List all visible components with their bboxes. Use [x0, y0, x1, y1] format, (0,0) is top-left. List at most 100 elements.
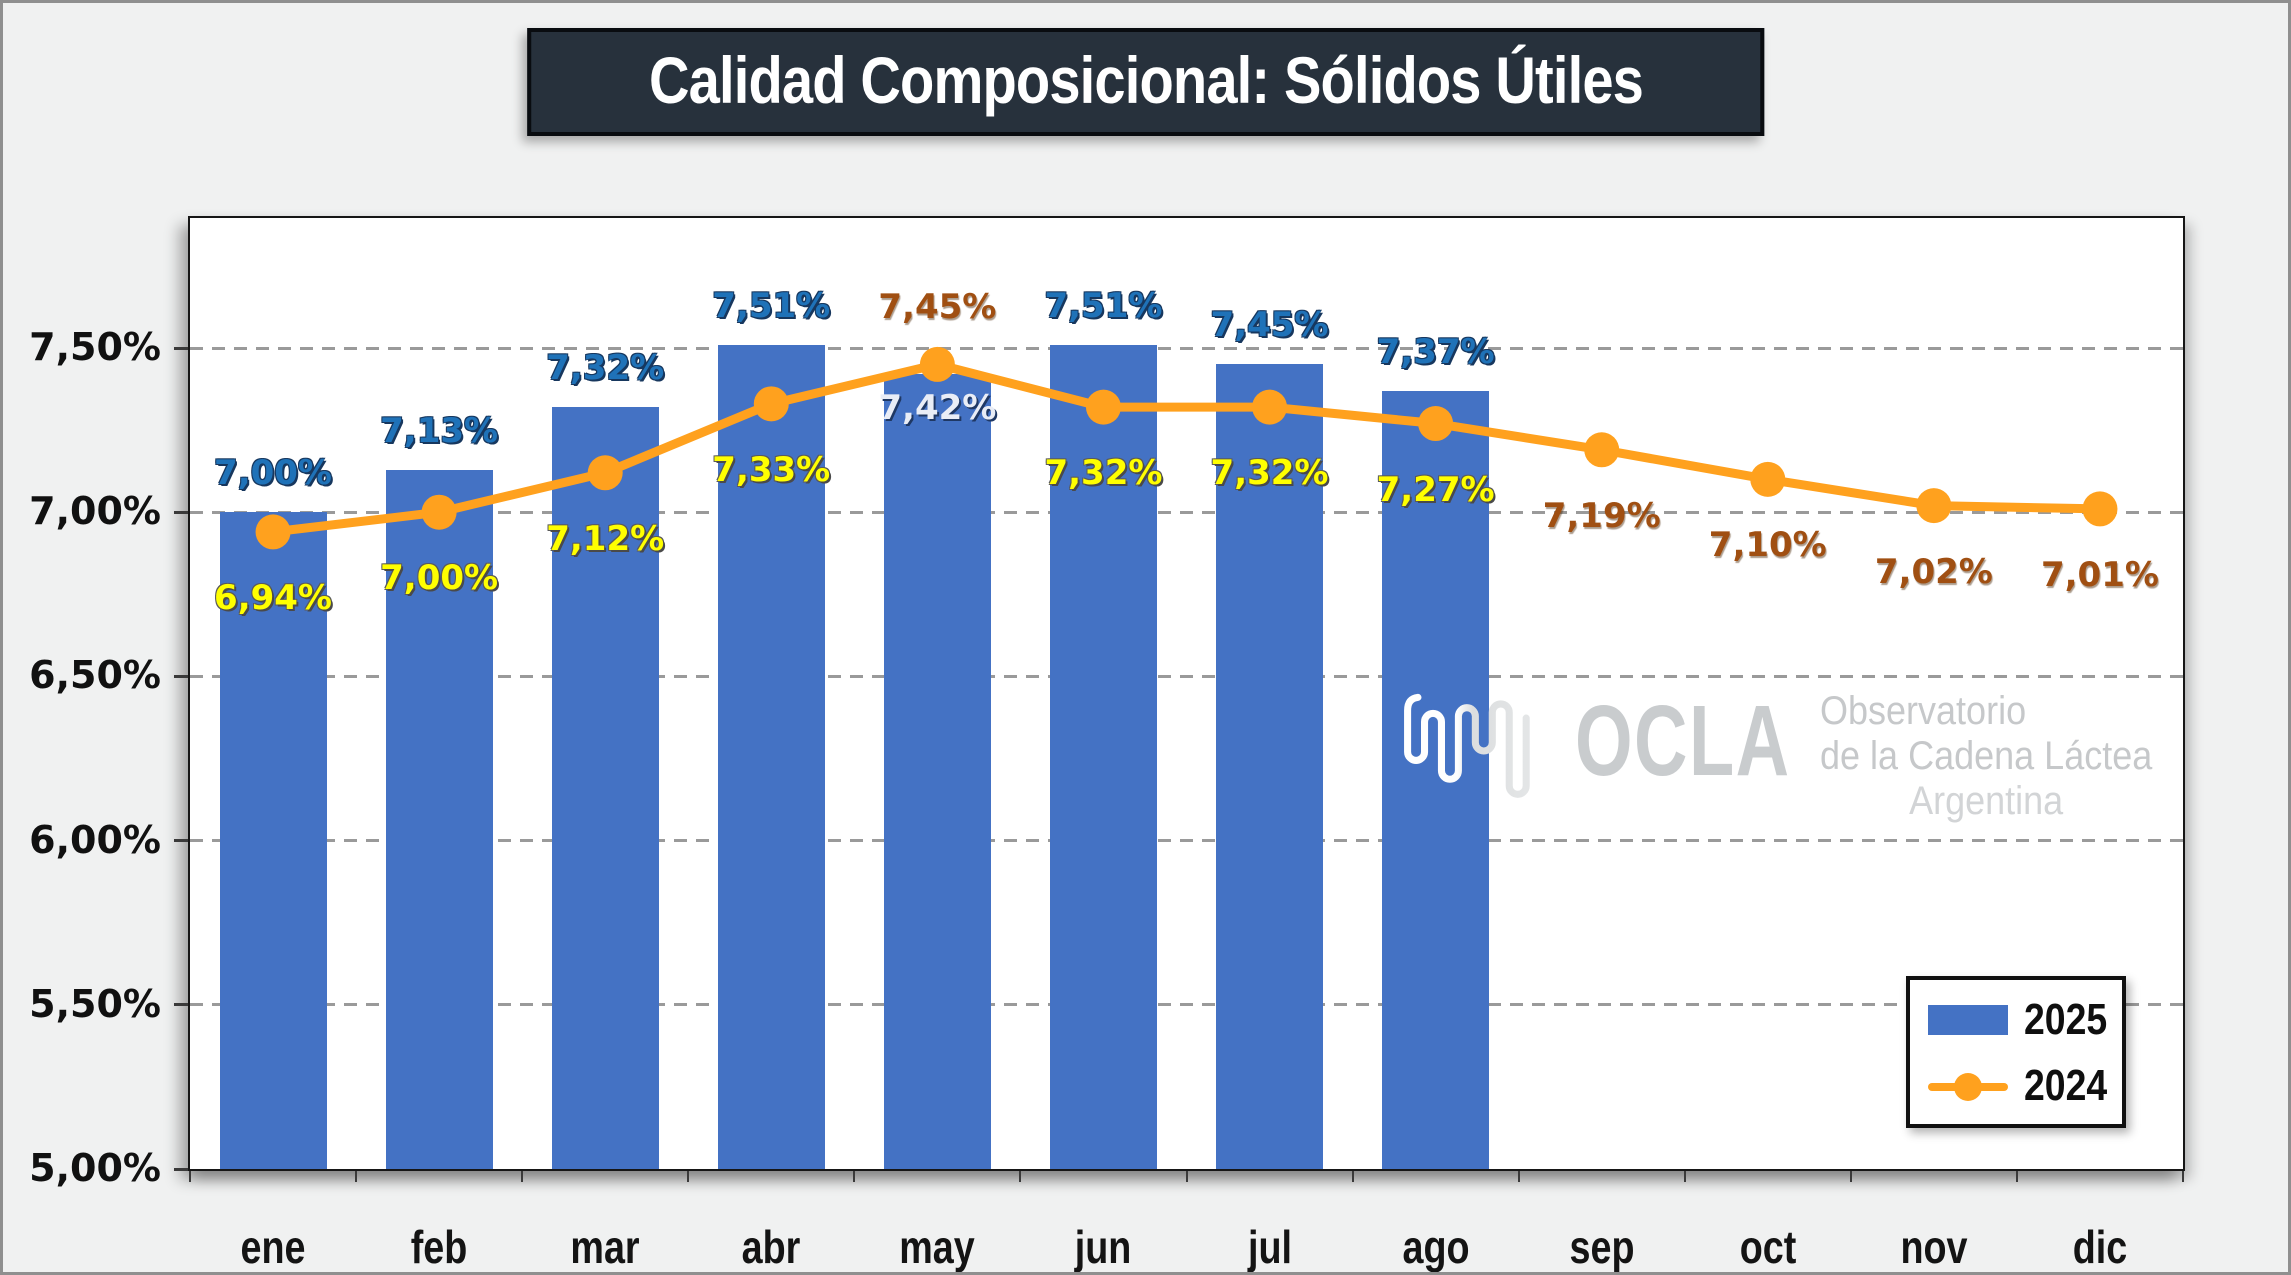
x-tick-mark [1019, 1171, 1022, 1182]
data-label: 7,10% [1708, 525, 1827, 566]
line-marker-abr [753, 386, 789, 422]
line-marker-ene [255, 514, 291, 550]
x-tick-mark [189, 1171, 191, 1182]
line-marker-oct [1750, 461, 1786, 497]
bar-ago [1382, 390, 1490, 1169]
legend-marker [1954, 1073, 1982, 1101]
y-tick-label: 7,00% [29, 489, 161, 534]
y-tick-label: 6,50% [29, 653, 161, 698]
chart-title: Calidad Composicional: Sólidos Útiles [648, 43, 1643, 117]
x-tick-mark [1683, 1171, 1686, 1182]
x-tick-mark [687, 1171, 690, 1182]
bar-mar [551, 407, 659, 1169]
legend-item-2024: 2024 [1928, 1061, 2122, 1110]
x-tick-mark [521, 1171, 524, 1182]
x-tick-mark [853, 1171, 856, 1182]
x-tick-label-abr: abr [741, 1221, 801, 1273]
y-tick-mark [174, 839, 188, 843]
line-marker-nov [1916, 488, 1952, 524]
bar-jun [1049, 344, 1157, 1169]
data-label: 7,42% [878, 388, 997, 429]
line-marker-feb [421, 494, 457, 530]
data-label: 7,51% [712, 285, 831, 326]
bar-may [883, 374, 991, 1169]
x-tick-label-ene: ene [240, 1221, 306, 1273]
legend-label: 2024 [2024, 1061, 2108, 1110]
legend-label: 2025 [2024, 995, 2108, 1044]
y-tick-label: 6,00% [29, 817, 161, 862]
y-tick-mark [174, 674, 188, 678]
line-series-2024 [255, 346, 2118, 550]
line-marker-mar [587, 455, 623, 491]
x-tick-label-ago: ago [1402, 1221, 1470, 1273]
y-tick-label: 5,50% [29, 981, 161, 1026]
bar-feb [385, 469, 493, 1169]
data-label: 7,32% [1044, 453, 1163, 494]
x-tick-label-feb: feb [410, 1221, 468, 1273]
gridline [190, 839, 2183, 843]
data-label: 7,32% [546, 348, 665, 389]
data-label: 7,37% [1376, 331, 1495, 372]
data-label: 7,00% [380, 558, 499, 599]
line-marker-jul [1252, 389, 1288, 425]
gridline [190, 674, 2183, 678]
x-tick-mark [1517, 1171, 1520, 1182]
watermark-line3: Argentina [1909, 779, 2064, 823]
x-tick-label-mar: mar [570, 1221, 640, 1273]
data-label: 7,27% [1376, 469, 1495, 510]
line-marker-dic [2082, 491, 2118, 527]
data-label: 7,02% [1874, 551, 1993, 592]
data-label: 7,45% [1210, 305, 1329, 346]
milk-drip-squiggle-icon [1404, 693, 1530, 798]
bar-ene [219, 512, 327, 1169]
watermark: OCLA Observatorio de la Cadena Láctea Ar… [1401, 687, 2190, 824]
line-marker-ago [1418, 406, 1454, 442]
x-tick-label-jul: jul [1247, 1221, 1292, 1273]
x-tick-label-jun: jun [1075, 1221, 1132, 1273]
y-tick-mark [174, 1003, 188, 1007]
x-tick-mark [1849, 1171, 1852, 1182]
watermark-line2: de la Cadena Láctea [1820, 734, 2153, 778]
x-tick-mark [2182, 1171, 2184, 1182]
x-tick-label-oct: oct [1739, 1221, 1797, 1273]
line-marker-sep [1584, 432, 1620, 468]
y-tick-mark [174, 346, 188, 350]
data-label: 7,32% [1210, 453, 1329, 494]
legend-item-2025: 2025 [1928, 995, 2122, 1044]
gridline [190, 346, 2183, 350]
watermark-subtitle: Observatorio de la Cadena Láctea Argenti… [1820, 689, 2152, 824]
bar-abr [717, 344, 825, 1169]
watermark-brand: OCLA [1575, 685, 1791, 797]
gridline [190, 510, 2183, 514]
data-label: 7,00% [214, 453, 333, 494]
data-label: 7,45% [878, 287, 997, 328]
data-label: 7,51% [1044, 285, 1163, 326]
legend-line-swatch [1928, 1071, 2008, 1101]
y-tick-label: 5,00% [29, 1146, 161, 1190]
data-label: 7,33% [712, 449, 831, 490]
x-tick-mark [355, 1171, 358, 1182]
x-tick-mark [1185, 1171, 1188, 1182]
data-label: 7,19% [1542, 495, 1661, 536]
line-marker-may [919, 346, 955, 382]
data-label: 6,94% [214, 577, 333, 618]
legend-bar-swatch [1928, 1005, 2008, 1035]
data-label: 7,13% [380, 410, 499, 451]
y-tick-mark [174, 510, 188, 514]
x-tick-label-sep: sep [1569, 1221, 1635, 1273]
x-tick-label-nov: nov [1900, 1221, 1968, 1273]
x-tick-label-may: may [899, 1221, 976, 1273]
legend: 2025 2024 [1906, 976, 2126, 1128]
data-label: 7,12% [546, 518, 665, 559]
chart-title-box: Calidad Composicional: Sólidos Útiles [526, 28, 1765, 136]
data-label: 7,01% [2040, 554, 2159, 595]
y-tick-mark [174, 1167, 188, 1171]
x-tick-mark [2015, 1171, 2018, 1182]
x-tick-mark [1351, 1171, 1354, 1182]
watermark-line1: Observatorio [1820, 689, 2027, 733]
gridline [190, 1003, 2183, 1007]
data-labels-layer: 7,00% 7,13% 7,32% 7,51% 7,42% 7,51% 7,45% 7,37%… [190, 218, 2183, 1169]
bar-jul [1216, 364, 1324, 1169]
y-tick-label: 7,50% [29, 325, 161, 369]
